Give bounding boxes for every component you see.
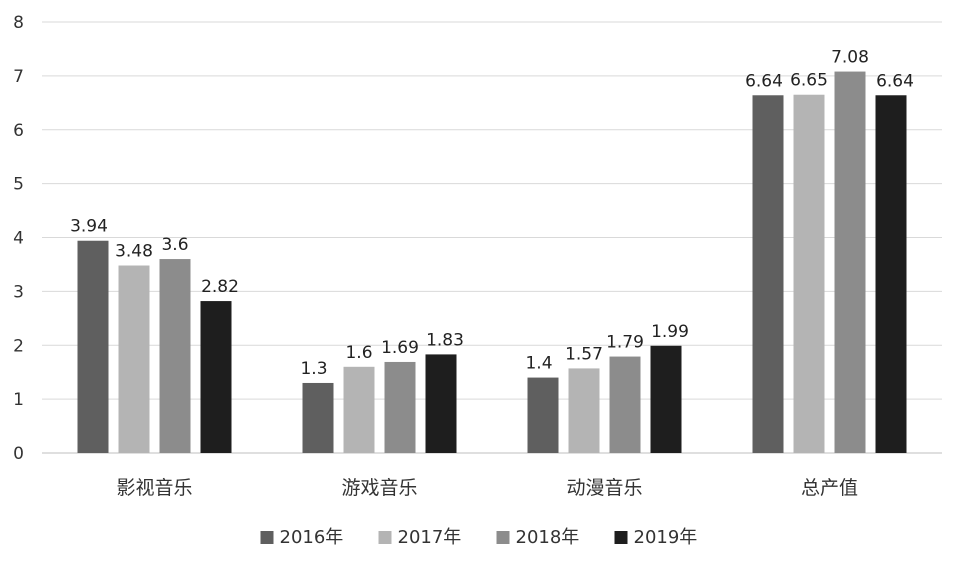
- data-label: 1.57: [565, 344, 603, 364]
- bar: [118, 265, 150, 453]
- data-label: 1.69: [381, 338, 419, 358]
- category-label: 游戏音乐: [341, 477, 417, 499]
- category-label: 动漫音乐: [566, 477, 642, 499]
- bar: [159, 259, 191, 453]
- y-tick-label: 1: [13, 390, 24, 410]
- legend-label: 2017年: [398, 527, 462, 548]
- bar: [834, 71, 866, 453]
- data-label: 2.82: [201, 277, 239, 297]
- legend: 2016年 2017年 2018年 2019年: [260, 527, 698, 548]
- grid-lines: [42, 21, 942, 454]
- bar: [384, 361, 416, 453]
- legend-swatch: [260, 531, 274, 544]
- legend-label: 2018年: [516, 527, 580, 548]
- legend-swatch: [496, 531, 510, 544]
- bar: [568, 368, 600, 453]
- legend-label: 2019年: [634, 527, 698, 548]
- y-tick-label: 4: [13, 229, 24, 249]
- data-label: 1.4: [525, 354, 552, 374]
- y-tick-label: 8: [13, 13, 24, 33]
- bar: [752, 95, 784, 454]
- data-label: 1.6: [345, 343, 372, 363]
- bar: [650, 345, 682, 453]
- data-label: 7.08: [831, 48, 869, 68]
- data-labels: 3.94 3.48 3.6 2.82 1.3 1.6 1.69 1.83 1.4 1.571.79…: [70, 48, 914, 379]
- y-tick-label: 2: [13, 336, 24, 356]
- data-label: 1.99: [651, 322, 689, 342]
- bar: [200, 301, 232, 453]
- data-label: 1.3: [300, 359, 327, 379]
- bar: [77, 240, 109, 453]
- bars: [77, 71, 907, 454]
- y-tick-label: 3: [13, 282, 24, 302]
- x-axis-category-labels: 影视音乐 游戏音乐 动漫音乐 总产值: [116, 477, 858, 499]
- legend-swatch: [614, 531, 628, 544]
- y-tick-label: 5: [13, 175, 24, 195]
- legend-swatch: [378, 531, 392, 544]
- y-axis-ticks: 0 1 2 3 4 5 6 7 8: [13, 13, 24, 464]
- bar: [875, 95, 907, 454]
- category-label: 影视音乐: [116, 477, 192, 499]
- data-label: 6.64: [745, 71, 783, 91]
- y-tick-label: 0: [13, 444, 24, 464]
- legend-label: 2016年: [280, 527, 344, 548]
- bar: [425, 354, 457, 453]
- bar: [343, 366, 375, 453]
- data-label: 1.83: [426, 330, 464, 350]
- bar: [302, 382, 334, 453]
- data-label: 1.79: [606, 333, 644, 353]
- data-label: 3.6: [161, 235, 188, 255]
- category-label: 总产值: [801, 477, 858, 499]
- data-label: 6.65: [790, 71, 828, 91]
- y-tick-label: 6: [13, 121, 24, 141]
- bar: [527, 377, 559, 453]
- data-label: 3.48: [115, 242, 153, 262]
- y-tick-label: 7: [13, 67, 24, 87]
- bar: [609, 356, 641, 453]
- bar: [793, 94, 825, 453]
- data-label: 6.64: [876, 71, 914, 91]
- data-label: 3.94: [70, 217, 108, 237]
